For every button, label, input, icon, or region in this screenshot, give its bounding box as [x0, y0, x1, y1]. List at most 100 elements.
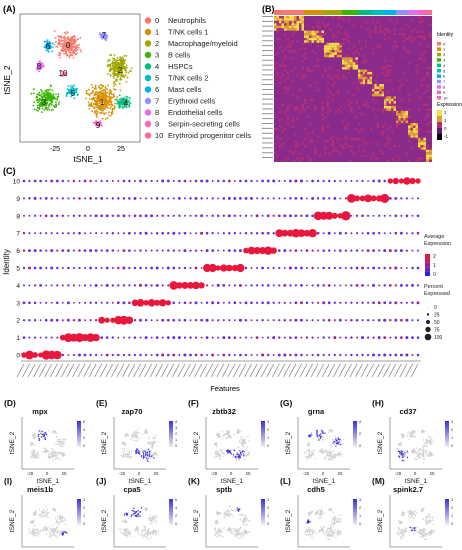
- dotplot-dot: [178, 249, 181, 252]
- tsne-a-point: [98, 32, 101, 34]
- tsne-a-point: [94, 93, 96, 96]
- dotplot-dot: [45, 249, 48, 252]
- heatmap-cell: [410, 30, 413, 34]
- dotplot-dot: [354, 195, 360, 202]
- feature-scale-tick: 1: [83, 514, 85, 518]
- feature-point: [337, 444, 339, 446]
- dotplot-gene-label: [321, 363, 330, 378]
- dotplot-dot: [208, 263, 217, 273]
- dotplot-dot: [39, 266, 43, 270]
- tsne-a-point: [55, 40, 57, 43]
- dotplot-dot: [133, 319, 137, 322]
- feature-point: [334, 456, 337, 459]
- tsne-a-point: [117, 62, 120, 64]
- heatmap-cell: [321, 35, 324, 38]
- tsne-a-point: [121, 101, 124, 104]
- feature-point: [216, 434, 218, 436]
- heatmap-cell: [365, 69, 368, 72]
- heatmap-cell: [362, 81, 365, 85]
- feature-point: [430, 438, 432, 440]
- heatmap-cell: [388, 98, 392, 102]
- heatmap-cell: [413, 130, 416, 133]
- dotplot-dot: [261, 179, 264, 183]
- feature-xtick: 0: [322, 471, 325, 476]
- dotplot-avg-expression-tick: 1: [433, 263, 436, 269]
- feature-point: [136, 432, 138, 434]
- feature-point: [421, 453, 423, 456]
- feature-point: [61, 533, 63, 535]
- heatmap-cell: [326, 50, 330, 53]
- feature-point: [240, 451, 242, 454]
- tsne-a-point: [103, 88, 105, 91]
- dotplot-dot: [106, 179, 109, 183]
- feature-point: [60, 459, 62, 461]
- feature-point: [217, 452, 219, 454]
- legend-swatch: [144, 109, 152, 116]
- dotplot-dot: [409, 177, 416, 185]
- heatmap-cell: [342, 18, 345, 21]
- dotplot-dot: [322, 319, 325, 322]
- feature-point: [52, 525, 54, 527]
- feature-point: [215, 453, 217, 456]
- dotplot-gene-label: [260, 363, 269, 378]
- heatmap-cell: [291, 152, 294, 155]
- heatmap-cell: [418, 127, 421, 131]
- heatmap-cell: [393, 98, 396, 102]
- feature-point: [422, 452, 424, 454]
- heatmap-cell: [331, 54, 335, 58]
- feature-point: [60, 444, 62, 446]
- heatmap-cell: [281, 142, 284, 145]
- dotplot-dot: [50, 249, 54, 253]
- tsne-a-point: [126, 76, 129, 79]
- dotplot-dot: [100, 232, 103, 235]
- heatmap-cell: [418, 42, 421, 46]
- heatmap-cell: [408, 93, 411, 97]
- dotplot-dot: [278, 266, 281, 270]
- dotplot-dot: [316, 301, 320, 304]
- dotplot-dot: [261, 318, 264, 322]
- dotplot-dot: [272, 232, 275, 235]
- dotplot-dot: [300, 336, 303, 339]
- dotplot-dot: [266, 179, 270, 183]
- feature-point: [144, 526, 146, 528]
- dotplot-dot: [133, 232, 137, 235]
- tsne-a-point: [47, 50, 50, 53]
- feature-point: [135, 511, 137, 514]
- heatmap: [262, 10, 432, 163]
- dotplot-dot: [244, 266, 248, 270]
- tsne-a-point: [85, 97, 87, 100]
- feature-point: [146, 452, 148, 454]
- feature-point: [398, 443, 401, 445]
- tsne-a-point: [113, 88, 115, 91]
- feature-point: [156, 454, 158, 456]
- tsne-a-point: [112, 65, 115, 67]
- dotplot-dot: [95, 180, 98, 182]
- heatmap-cell: [420, 140, 424, 143]
- tsne-a-point: [123, 55, 126, 57]
- tsne-a-point: [96, 111, 99, 113]
- feature-point: [65, 439, 67, 441]
- heatmap-cell: [352, 152, 356, 155]
- dotplot-dot: [300, 301, 303, 305]
- dotplot-dot: [50, 336, 53, 339]
- dotplot-dot: [289, 336, 292, 339]
- feature-point: [413, 448, 415, 450]
- dotplot-dot: [84, 267, 86, 269]
- heatmap-cell: [309, 84, 312, 87]
- dotplot-gene-label: [55, 363, 64, 378]
- feature-point: [58, 451, 61, 454]
- dotplot-dot: [300, 197, 303, 200]
- heatmap-cell: [339, 52, 342, 55]
- heatmap-group-bar: [274, 10, 304, 15]
- dotplot-dot: [194, 179, 198, 183]
- dotplot-dot: [33, 284, 37, 287]
- feature-point: [316, 429, 318, 432]
- dotplot-dot: [322, 284, 325, 287]
- heatmap-cell: [405, 113, 408, 116]
- heatmap-cell: [360, 69, 363, 72]
- heatmap-cell: [336, 52, 340, 55]
- tsne-a-point: [125, 81, 128, 83]
- heatmap-cell: [376, 142, 380, 145]
- feature-point: [48, 457, 50, 459]
- dotplot-dot: [394, 249, 398, 252]
